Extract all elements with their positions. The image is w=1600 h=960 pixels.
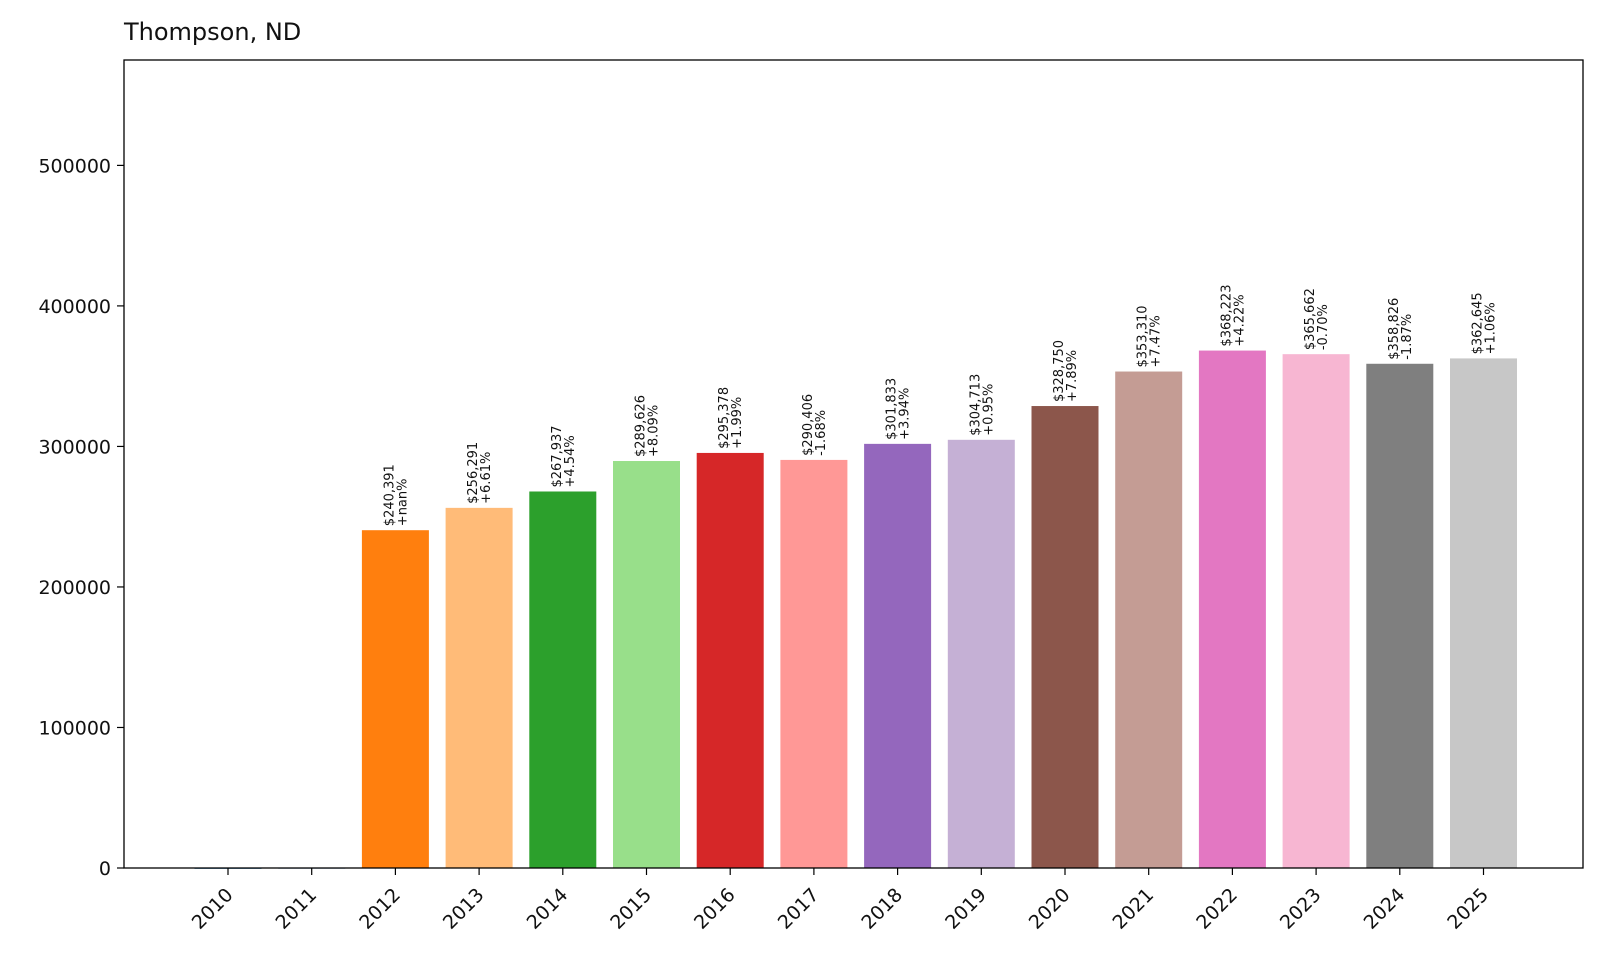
bar-annotation-2020: $328,750+7.89% xyxy=(1052,340,1080,402)
change-label-2012: +nan% xyxy=(395,478,410,526)
bar-2014 xyxy=(529,491,597,868)
x-tick-label-2018: 2018 xyxy=(857,884,907,934)
y-tick-label: 0 xyxy=(99,858,111,880)
x-tick-label-2010: 2010 xyxy=(188,884,238,934)
bar-2019 xyxy=(947,439,1015,868)
value-label-2018: $301,833 xyxy=(885,378,900,440)
bar-annotation-2018: $301,833+3.94% xyxy=(885,378,913,440)
y-axis: 0 100000 200000 300000 400000 500000 xyxy=(38,155,124,880)
value-label-2023: $365,662 xyxy=(1303,288,1318,350)
change-label-2018: +3.94% xyxy=(898,388,913,440)
chart-title: Thompson, ND xyxy=(124,18,302,46)
bar-2022 xyxy=(1198,350,1266,868)
change-label-2024: -1.87% xyxy=(1400,314,1415,360)
x-tick-label-2021: 2021 xyxy=(1108,884,1158,934)
bar-2025 xyxy=(1450,358,1517,868)
bar-annotation-2023: $365,662-0.70% xyxy=(1303,288,1331,350)
bar-annotation-2022: $368,223+4.22% xyxy=(1219,285,1247,347)
x-tick-label-2022: 2022 xyxy=(1192,884,1242,934)
bar-annotation-2012: $240,391+nan% xyxy=(382,464,410,526)
change-label-2023: -0.70% xyxy=(1316,304,1331,350)
value-label-2014: $267,937 xyxy=(550,425,565,487)
bar-2024 xyxy=(1366,363,1434,868)
y-tick-label: 300000 xyxy=(38,436,111,458)
value-label-2024: $358,826 xyxy=(1387,298,1402,360)
bar-2012 xyxy=(361,530,429,868)
bar-2018 xyxy=(864,443,932,868)
bar-2016 xyxy=(696,452,764,868)
x-tick-label-2014: 2014 xyxy=(523,884,573,934)
bar-annotation-2015: $289,626+8.09% xyxy=(634,395,662,457)
x-tick-label-2020: 2020 xyxy=(1025,884,1075,934)
change-label-2020: +7.89% xyxy=(1065,350,1080,402)
bar-annotation-2017: $290,406-1.68% xyxy=(801,394,829,456)
x-tick-label-2016: 2016 xyxy=(690,884,740,934)
y-tick-label: 200000 xyxy=(38,577,111,599)
y-tick-label: 100000 xyxy=(38,717,111,739)
bar-2017 xyxy=(780,459,848,868)
change-label-2022: +4.22% xyxy=(1232,294,1247,346)
bar-annotation-2013: $256,291+6.61% xyxy=(466,442,494,504)
x-tick-label-2024: 2024 xyxy=(1360,884,1410,934)
bar-annotation-2014: $267,937+4.54% xyxy=(550,425,578,487)
x-tick-label-2019: 2019 xyxy=(941,884,991,934)
value-label-2017: $290,406 xyxy=(801,394,816,456)
bar-2021 xyxy=(1115,371,1183,868)
value-label-2016: $295,378 xyxy=(717,387,732,449)
bar-annotation-2016: $295,378+1.99% xyxy=(717,387,745,449)
x-tick-label-2015: 2015 xyxy=(606,884,656,934)
value-label-2019: $304,713 xyxy=(968,374,983,436)
change-label-2015: +8.09% xyxy=(647,405,662,457)
value-label-2015: $289,626 xyxy=(634,395,649,457)
value-label-2013: $256,291 xyxy=(466,442,481,504)
x-tick-label-2013: 2013 xyxy=(439,884,489,934)
bar-annotation-2025: $362,645+1.06% xyxy=(1471,292,1499,354)
value-label-2025: $362,645 xyxy=(1471,292,1486,354)
bar-annotation-2021: $353,310+7.47% xyxy=(1136,305,1164,367)
change-label-2013: +6.61% xyxy=(479,452,494,504)
value-label-2012: $240,391 xyxy=(382,464,397,526)
x-axis: 2010 2011 2012 2013 2014 2015 2016 2017 2018 2019… xyxy=(188,868,1493,934)
y-tick-label: 500000 xyxy=(38,155,111,177)
change-label-2014: +4.54% xyxy=(563,435,578,487)
x-tick-label-2017: 2017 xyxy=(774,884,824,934)
bar-2015 xyxy=(613,461,680,868)
plot-frame xyxy=(123,59,1584,869)
change-label-2021: +7.47% xyxy=(1149,315,1164,367)
value-label-2022: $368,223 xyxy=(1219,285,1234,347)
value-label-2021: $353,310 xyxy=(1136,305,1151,367)
x-tick-label-2023: 2023 xyxy=(1276,884,1326,934)
change-label-2025: +1.06% xyxy=(1484,302,1499,354)
bar-2023 xyxy=(1282,354,1350,868)
x-tick-label-2011: 2011 xyxy=(271,884,321,934)
bar-labels-layer: $240,391+nan% $256,291+6.61% $267,937+4.54… xyxy=(382,285,1498,527)
bar-annotation-2019: $304,713+0.95% xyxy=(968,374,996,436)
bar-2013 xyxy=(445,507,513,868)
bar-annotation-2024: $358,826-1.87% xyxy=(1387,298,1415,360)
y-tick-label: 400000 xyxy=(38,296,111,318)
x-tick-label-2025: 2025 xyxy=(1443,884,1493,934)
bars-layer xyxy=(194,350,1517,869)
bar-2020 xyxy=(1031,406,1099,868)
value-label-2020: $328,750 xyxy=(1052,340,1067,402)
change-label-2016: +1.99% xyxy=(730,397,745,449)
change-label-2017: -1.68% xyxy=(814,410,829,456)
x-tick-label-2012: 2012 xyxy=(355,884,405,934)
change-label-2019: +0.95% xyxy=(981,384,996,436)
